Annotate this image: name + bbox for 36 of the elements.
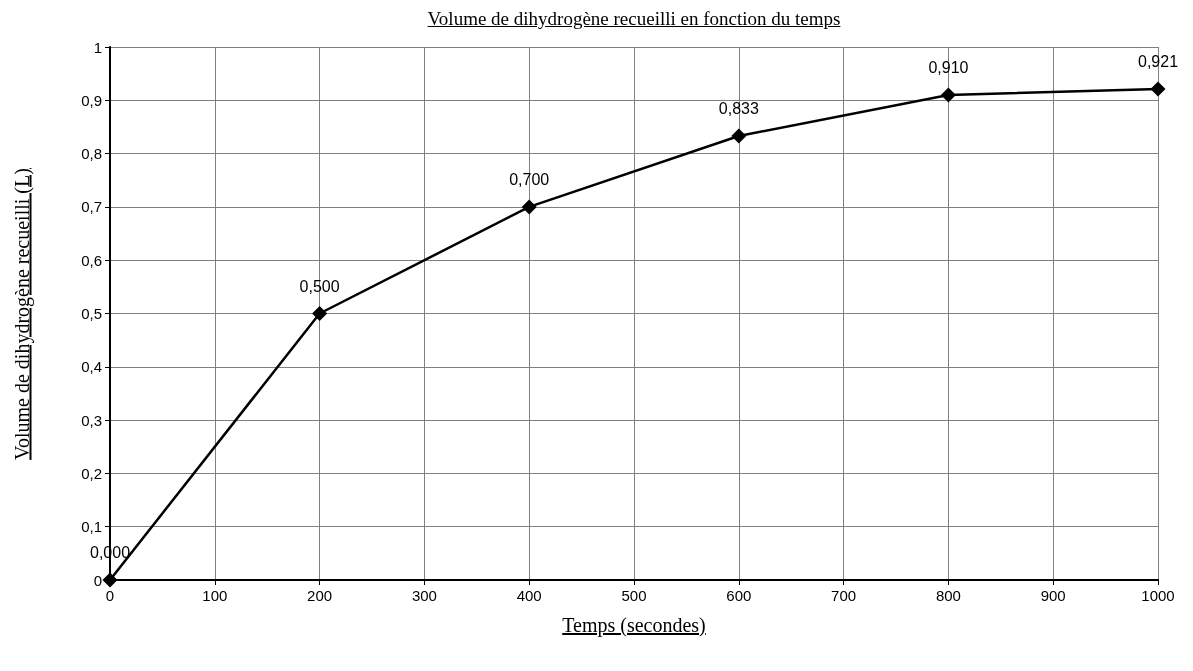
x-tick-label: 800 (935, 587, 961, 604)
y-tick-label: 0,7 (81, 198, 102, 216)
x-tick-label: 700 (831, 587, 857, 604)
x-tick-label: 900 (1040, 587, 1066, 604)
y-tick-label: 0,4 (81, 358, 102, 376)
point (731, 128, 747, 144)
x-tick-label: 300 (411, 587, 437, 604)
x-tick-label: 200 (307, 587, 333, 604)
x-tick-label: 400 (516, 587, 542, 604)
data-label: 0,833 (718, 100, 759, 118)
y-tick-label: 0 (93, 571, 102, 589)
y-axis-title: Volume de dihydrogène recueilli (L) (10, 168, 34, 460)
point (940, 87, 956, 103)
x-axis-title: Temps (secondes) (562, 614, 706, 637)
y-tick-label: 0,5 (81, 305, 102, 322)
point (521, 199, 537, 215)
y-tick-label: 0,8 (81, 145, 102, 163)
data-label: 0,500 (299, 277, 340, 295)
point (1150, 81, 1166, 97)
chart-title: Volume de dihydrogène recueilli en fonction du temps (427, 8, 841, 30)
data-label: 0,910 (928, 58, 969, 76)
y-tick-label: 1 (93, 38, 102, 56)
data-label: 0,921 (1137, 53, 1179, 71)
y-tick-label: 0,1 (81, 518, 102, 536)
x-tick-label: 500 (621, 587, 647, 604)
point (312, 306, 328, 321)
x-tick-label: 0 (105, 587, 115, 604)
y-tick-label: 0,6 (81, 251, 102, 269)
y-tick-label: 0,3 (81, 411, 102, 429)
point (102, 572, 118, 588)
data-label: 0,700 (509, 170, 550, 188)
x-tick-label: 600 (726, 587, 752, 604)
x-tick-label: 1000 (1141, 587, 1175, 604)
y-tick-label: 0,2 (81, 464, 102, 482)
y-tick-label: 0,9 (81, 91, 102, 109)
x-tick-label: 100 (202, 587, 228, 604)
